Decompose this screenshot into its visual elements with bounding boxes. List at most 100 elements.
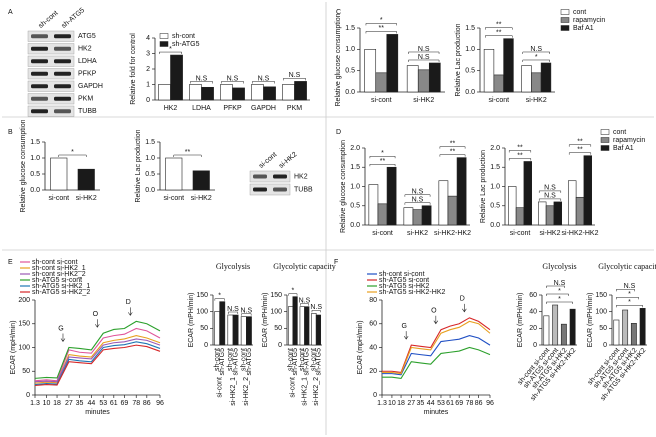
annotation: ** xyxy=(496,22,502,29)
blot-band xyxy=(31,34,48,39)
bracket xyxy=(568,144,592,147)
blot-band xyxy=(54,109,71,114)
bar-label: sh-ATG5 xyxy=(315,348,322,376)
annotation: ** xyxy=(450,140,456,147)
y-tick-label: 40 xyxy=(529,309,537,316)
legend-label: sh-ATG5 xyxy=(172,41,200,48)
y-tick-label: 100 xyxy=(270,309,282,316)
legend-label: sh-cont si-HK2_1 xyxy=(32,265,86,272)
blot-band xyxy=(31,109,48,114)
legend-swatch xyxy=(560,25,570,31)
bar xyxy=(447,195,458,226)
blot-row-label: TUBB xyxy=(294,186,313,193)
bar xyxy=(232,87,245,101)
line xyxy=(382,335,491,376)
y-axis-label: Relative Lac production xyxy=(455,23,462,96)
bar xyxy=(251,84,264,101)
legend-label: sh-ATG5 si-HK2_2 xyxy=(32,289,90,296)
y-tick-label: 2.0 xyxy=(350,145,360,152)
annotation: N.S xyxy=(624,283,636,290)
bar xyxy=(263,86,276,101)
x-axis-label: minutes xyxy=(424,409,449,416)
chart-title: Glycolytic capacity xyxy=(598,262,656,271)
bar-label: sh-cont xyxy=(299,348,306,371)
chart-title: Glycolysis xyxy=(542,262,576,271)
bar xyxy=(232,314,239,346)
line xyxy=(34,320,161,379)
x-tick-label: 86 xyxy=(475,400,483,407)
x-tick-label: HK2 xyxy=(164,105,178,112)
annotation: N.S xyxy=(299,298,311,305)
x-tick-label: si-cont xyxy=(290,377,297,398)
legend-label: cont xyxy=(613,129,626,136)
x-tick-label: si-HK2 xyxy=(526,97,547,104)
bar xyxy=(543,315,550,346)
bar xyxy=(523,161,533,226)
bracket xyxy=(369,156,396,159)
line xyxy=(382,320,491,375)
y-tick-label: 50 xyxy=(22,368,30,375)
bar xyxy=(456,157,467,226)
legend-label: rapamycin xyxy=(613,137,645,144)
bar xyxy=(483,49,495,93)
y-tick-label: 100 xyxy=(196,309,208,316)
y-tick-label: 0.0 xyxy=(490,222,500,229)
bracket xyxy=(252,81,275,84)
panel-letter: F xyxy=(334,259,338,266)
legend-label: sh-cont si-cont xyxy=(32,259,78,266)
blot-band xyxy=(31,84,48,89)
x-tick-label: si-cont xyxy=(371,97,392,104)
injection-label: D xyxy=(460,296,465,303)
legend-swatch xyxy=(600,145,610,151)
injection-arrow xyxy=(433,315,439,325)
bar xyxy=(158,84,171,101)
annotation: N.S xyxy=(530,46,542,53)
bar xyxy=(377,203,388,226)
bracket xyxy=(616,289,635,292)
injection-label: O xyxy=(431,308,437,315)
bracket xyxy=(190,81,213,84)
annotation: ** xyxy=(380,158,386,165)
bar xyxy=(575,196,585,226)
blot-row-label: LDHA xyxy=(78,58,97,65)
lane-label: si-HK2 xyxy=(278,151,299,170)
annotation: * xyxy=(169,46,172,53)
legend-swatch xyxy=(600,129,610,135)
bar xyxy=(246,316,252,346)
bar xyxy=(50,157,68,191)
y-tick-label: 0.0 xyxy=(350,222,360,229)
x-tick-label: 18 xyxy=(397,400,405,407)
x-tick-label: 27 xyxy=(407,400,415,407)
injection-arrow xyxy=(95,319,100,328)
annotation: * xyxy=(558,288,561,295)
y-axis-label: Relative fold for control xyxy=(130,33,137,105)
annotation: * xyxy=(71,149,74,156)
annotation: N.S xyxy=(544,185,556,192)
lane-label: si-cont xyxy=(258,151,278,170)
bar xyxy=(560,323,567,346)
bar xyxy=(294,81,307,101)
bar xyxy=(364,49,377,93)
bracket xyxy=(538,190,562,193)
x-tick-label: si-HK2-HK2 xyxy=(562,230,599,237)
annotation: * xyxy=(381,150,384,157)
y-axis-label: ECAR (mPH/min) xyxy=(587,293,594,348)
x-tick-label: si-HK2_2 xyxy=(313,377,320,406)
blot-row-label: TUBB xyxy=(78,108,97,115)
bar xyxy=(622,309,629,346)
legend-label: sh-ATG5 si-HK2-HK2 xyxy=(379,289,445,296)
blot-strip xyxy=(27,93,75,105)
annotation: ** xyxy=(379,25,385,32)
annotation: * xyxy=(628,291,631,298)
x-tick-label: 96 xyxy=(486,400,494,407)
y-tick-label: 0.5 xyxy=(345,68,355,75)
bar xyxy=(220,84,233,101)
bar xyxy=(412,209,423,226)
bar xyxy=(214,311,220,346)
annotation: ** xyxy=(517,152,523,159)
bracket xyxy=(439,154,466,157)
legend-label: sh-ATG5 si-cont xyxy=(32,277,82,284)
bar xyxy=(375,72,388,93)
injection-arrow xyxy=(403,331,409,340)
